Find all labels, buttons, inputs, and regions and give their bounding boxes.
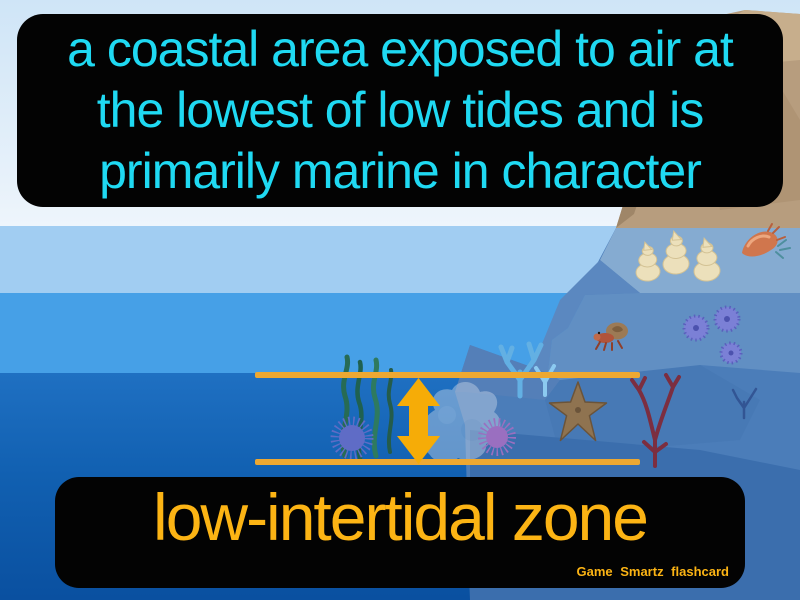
sea-urchin-icon <box>330 416 516 460</box>
spiral-shell-icon <box>635 229 721 282</box>
conch-shell-icon <box>742 223 791 259</box>
rock-bush-icon <box>731 387 758 420</box>
definition-line-1: a coastal area exposed to air at <box>67 21 734 77</box>
term-panel: low-intertidal zone Game Smartz flashcar… <box>55 477 745 588</box>
double-headed-arrow-icon <box>397 378 440 464</box>
term-label: low-intertidal zone <box>153 480 649 554</box>
definition-line-2: the lowest of low tides and is <box>96 82 704 138</box>
maroon-coral-icon <box>630 373 681 468</box>
hermit-crab-icon <box>593 322 628 351</box>
depth-range-lines <box>255 372 640 465</box>
urchin-disc-icon <box>682 305 743 365</box>
starfish-icon <box>548 381 608 442</box>
definition-line-3: primarily marine in character <box>99 143 702 199</box>
definition-panel: a coastal area exposed to air at the low… <box>17 14 783 207</box>
credit-label: Game Smartz flashcard <box>576 564 729 579</box>
